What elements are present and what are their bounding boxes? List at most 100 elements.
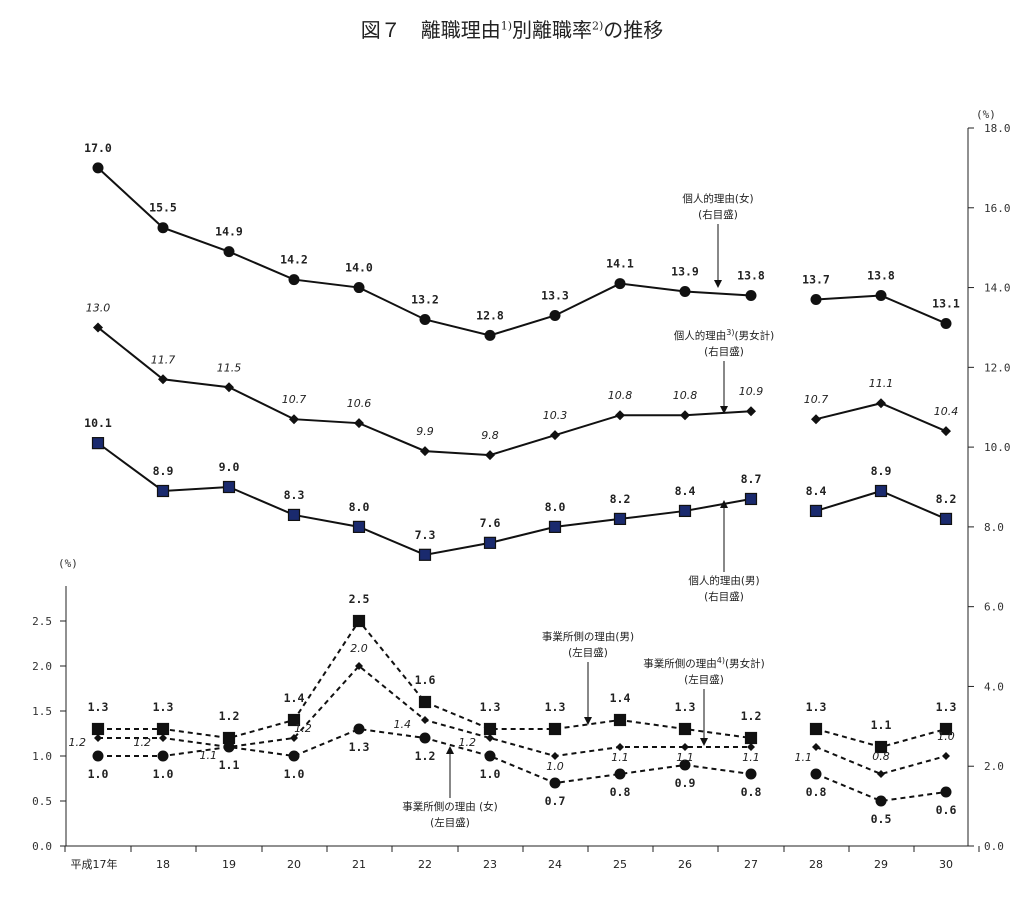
data-label-pt: 10.9: [739, 385, 764, 398]
data-label-bm: 2.5: [349, 592, 370, 606]
point-bm: [483, 722, 497, 736]
annotation-personal-female: 個人的理由(女): [682, 192, 753, 205]
data-label-bt: 1.0: [937, 730, 955, 743]
data-label-bm: 1.4: [610, 691, 631, 705]
point-pf: [288, 274, 300, 286]
annotation-business-female-axis: (左目盛): [430, 816, 470, 829]
point-pm: [287, 508, 301, 522]
point-pf: [810, 294, 822, 306]
data-label-pf: 14.0: [345, 261, 373, 275]
data-label-bt: 1.4: [394, 718, 412, 731]
data-label-bt: 1.1: [742, 751, 760, 764]
right-tick-label: 16.0: [984, 202, 1011, 215]
data-label-bt: 1.2: [294, 722, 312, 735]
data-label-bt: 1.0: [546, 760, 564, 773]
point-bm: [939, 722, 953, 736]
data-label-bf: 0.9: [675, 776, 696, 790]
data-label-pm: 8.0: [545, 500, 566, 514]
left-axis-unit: (%): [58, 557, 78, 570]
point-pm: [222, 480, 236, 494]
point-bm: [418, 695, 432, 709]
point-bt: [812, 743, 820, 751]
point-pm: [548, 520, 562, 533]
point-bt: [355, 662, 363, 670]
point-bf: [419, 732, 431, 744]
right-tick-label: 4.0: [984, 680, 1004, 693]
annotation-business-total-name: 事業所側の理由: [643, 657, 717, 670]
series-line-bm: [98, 619, 752, 740]
data-label-bf: 0.6: [936, 803, 957, 817]
point-bm: [156, 722, 170, 736]
annotation-personal-total-tail: (男女計): [735, 329, 775, 342]
point-bt: [681, 743, 689, 751]
point-bt: [290, 734, 298, 742]
point-bf: [157, 750, 169, 762]
data-label-pm: 8.9: [871, 464, 892, 478]
point-bm: [91, 722, 105, 736]
point-pt: [811, 414, 821, 425]
data-label-pm: 8.2: [610, 492, 631, 506]
point-bt: [942, 752, 950, 760]
data-label-bm: 1.3: [480, 700, 501, 714]
x-tick-label: 18: [156, 858, 170, 871]
data-label-bm: 1.3: [545, 700, 566, 714]
data-label-bf: 1.0: [88, 767, 109, 781]
data-label-pf: 13.8: [737, 269, 765, 283]
point-bm: [352, 614, 366, 628]
point-pm: [483, 536, 497, 549]
annotation-personal-total-sup: 3): [726, 328, 734, 337]
point-pm: [91, 437, 105, 450]
data-label-bm: 1.6: [415, 673, 436, 687]
point-pt: [746, 406, 756, 417]
data-label-bt: 1.2: [69, 736, 87, 749]
point-bm: [613, 713, 627, 727]
title-sup1: 1): [500, 19, 512, 33]
data-label-bt: 1.2: [134, 736, 152, 749]
data-label-pf: 15.5: [149, 201, 177, 215]
data-label-bf: 0.5: [871, 812, 892, 826]
data-label-pf: 13.9: [671, 265, 699, 279]
point-bf: [614, 768, 626, 780]
point-pt: [158, 374, 168, 385]
point-pt: [289, 414, 299, 425]
point-pm: [678, 504, 692, 518]
annotation-business-total-axis: (左目盛): [684, 673, 724, 686]
annotation-business-total: 事業所側の理由4)(男女計): [643, 656, 764, 670]
data-label-pt: 10.7: [282, 393, 307, 406]
point-pf: [875, 290, 887, 302]
x-tick-label: 23: [483, 858, 497, 871]
x-tick-label: 28: [809, 858, 823, 871]
left-tick-label: 2.5: [32, 615, 52, 628]
data-label-bm: 1.3: [88, 700, 109, 714]
data-label-pt: 10.3: [543, 409, 568, 422]
point-bt: [486, 734, 494, 742]
x-tick-label: 19: [222, 858, 236, 871]
point-pf: [940, 317, 952, 329]
left-tick-label: 0.0: [32, 840, 52, 853]
point-bf: [745, 768, 757, 780]
point-pm: [156, 484, 170, 498]
point-pt: [93, 322, 103, 333]
data-label-bm: 1.2: [741, 709, 762, 723]
data-label-pt: 11.5: [217, 361, 242, 374]
annotation-business-male: 事業所側の理由(男): [542, 630, 634, 643]
data-label-pt: 9.9: [416, 425, 434, 438]
point-bf: [679, 759, 691, 771]
data-label-pm: 8.4: [806, 484, 827, 498]
point-pt: [354, 418, 364, 429]
data-label-bm: 1.4: [284, 691, 305, 705]
data-label-bt: 1.1: [611, 751, 629, 764]
data-label-bt: 1.1: [795, 751, 813, 764]
point-pm: [939, 512, 953, 526]
point-bm: [678, 722, 692, 736]
point-bf: [875, 795, 887, 807]
x-tick-label: 26: [678, 858, 692, 871]
point-bf: [223, 741, 235, 753]
data-label-pt: 10.4: [934, 405, 959, 418]
point-pf: [419, 313, 431, 325]
right-tick-label: 12.0: [984, 361, 1011, 374]
point-pf: [223, 246, 235, 258]
right-tick-label: 14.0: [984, 282, 1011, 295]
data-label-pm: 10.1: [84, 416, 112, 430]
